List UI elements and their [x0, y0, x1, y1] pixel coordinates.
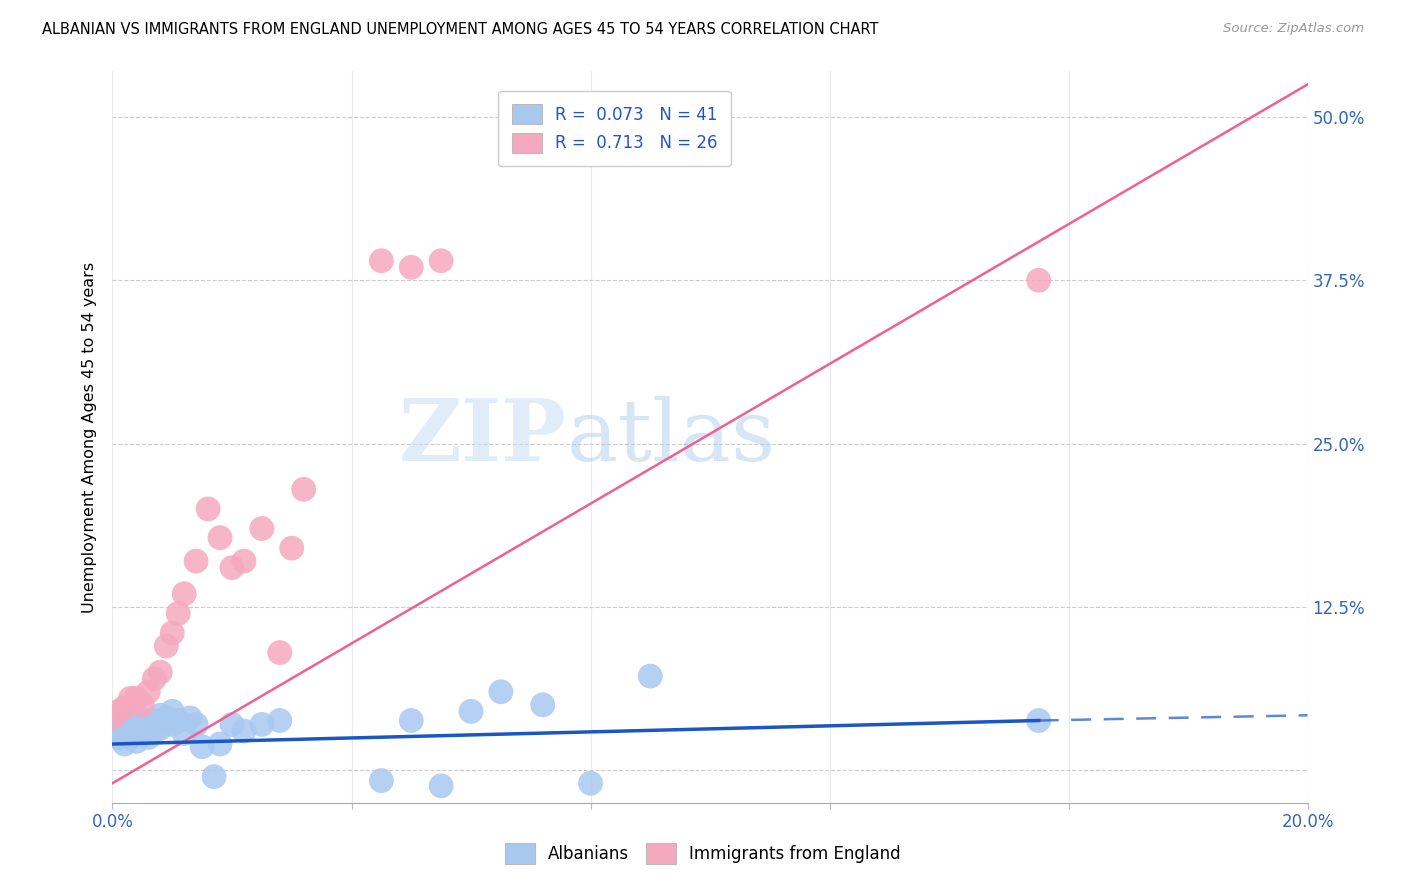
Point [179, 711, 201, 725]
Point [1028, 273, 1050, 287]
Point [221, 560, 243, 574]
Point [197, 502, 219, 516]
Point [162, 626, 183, 640]
Point [173, 726, 195, 740]
Point [250, 521, 273, 535]
Point [209, 531, 232, 545]
Point [114, 717, 135, 731]
Point [125, 734, 148, 748]
Point [149, 708, 172, 723]
Point [640, 669, 662, 683]
Point [269, 646, 291, 660]
Point [401, 714, 423, 728]
Point [155, 711, 177, 725]
Point [138, 685, 160, 699]
Y-axis label: Unemployment Among Ages 45 to 54 years: Unemployment Among Ages 45 to 54 years [82, 261, 97, 613]
Point [125, 726, 148, 740]
Point [149, 665, 172, 680]
Point [167, 714, 190, 728]
Legend: R =  0.073   N = 41, R =  0.713   N = 26: R = 0.073 N = 41, R = 0.713 N = 26 [498, 91, 731, 166]
Point [138, 714, 160, 728]
Point [107, 705, 129, 719]
Point [489, 685, 512, 699]
Point [114, 737, 135, 751]
Point [120, 691, 142, 706]
Legend: Albanians, Immigrants from England: Albanians, Immigrants from England [498, 837, 908, 871]
Point [186, 554, 208, 568]
Point [209, 737, 232, 751]
Point [281, 541, 304, 555]
Point [120, 723, 142, 738]
Point [155, 639, 177, 653]
Point [162, 705, 183, 719]
Point [191, 739, 214, 754]
Point [292, 483, 315, 497]
Point [125, 711, 148, 725]
Point [370, 253, 392, 268]
Point [143, 672, 166, 686]
Point [269, 714, 291, 728]
Point [186, 717, 208, 731]
Point [233, 723, 256, 738]
Point [120, 717, 142, 731]
Point [114, 700, 135, 714]
Point [101, 711, 124, 725]
Point [233, 554, 256, 568]
Point [162, 717, 183, 731]
Text: Source: ZipAtlas.com: Source: ZipAtlas.com [1223, 22, 1364, 36]
Point [531, 698, 554, 712]
Point [131, 698, 153, 712]
Point [250, 717, 273, 731]
Text: ZIP: ZIP [399, 395, 567, 479]
Point [221, 717, 243, 731]
Point [120, 731, 142, 745]
Point [149, 722, 172, 736]
Point [460, 705, 482, 719]
Text: atlas: atlas [567, 395, 776, 479]
Point [579, 776, 602, 790]
Point [430, 779, 453, 793]
Point [143, 723, 166, 738]
Point [125, 691, 148, 706]
Point [1028, 714, 1050, 728]
Point [143, 714, 166, 728]
Point [167, 607, 190, 621]
Text: ALBANIAN VS IMMIGRANTS FROM ENGLAND UNEMPLOYMENT AMONG AGES 45 TO 54 YEARS CORRE: ALBANIAN VS IMMIGRANTS FROM ENGLAND UNEM… [42, 22, 879, 37]
Point [131, 722, 153, 736]
Point [401, 260, 423, 275]
Point [370, 773, 392, 788]
Point [202, 770, 225, 784]
Point [131, 726, 153, 740]
Point [138, 731, 160, 745]
Point [101, 723, 124, 738]
Point [107, 731, 129, 745]
Point [430, 253, 453, 268]
Point [173, 587, 195, 601]
